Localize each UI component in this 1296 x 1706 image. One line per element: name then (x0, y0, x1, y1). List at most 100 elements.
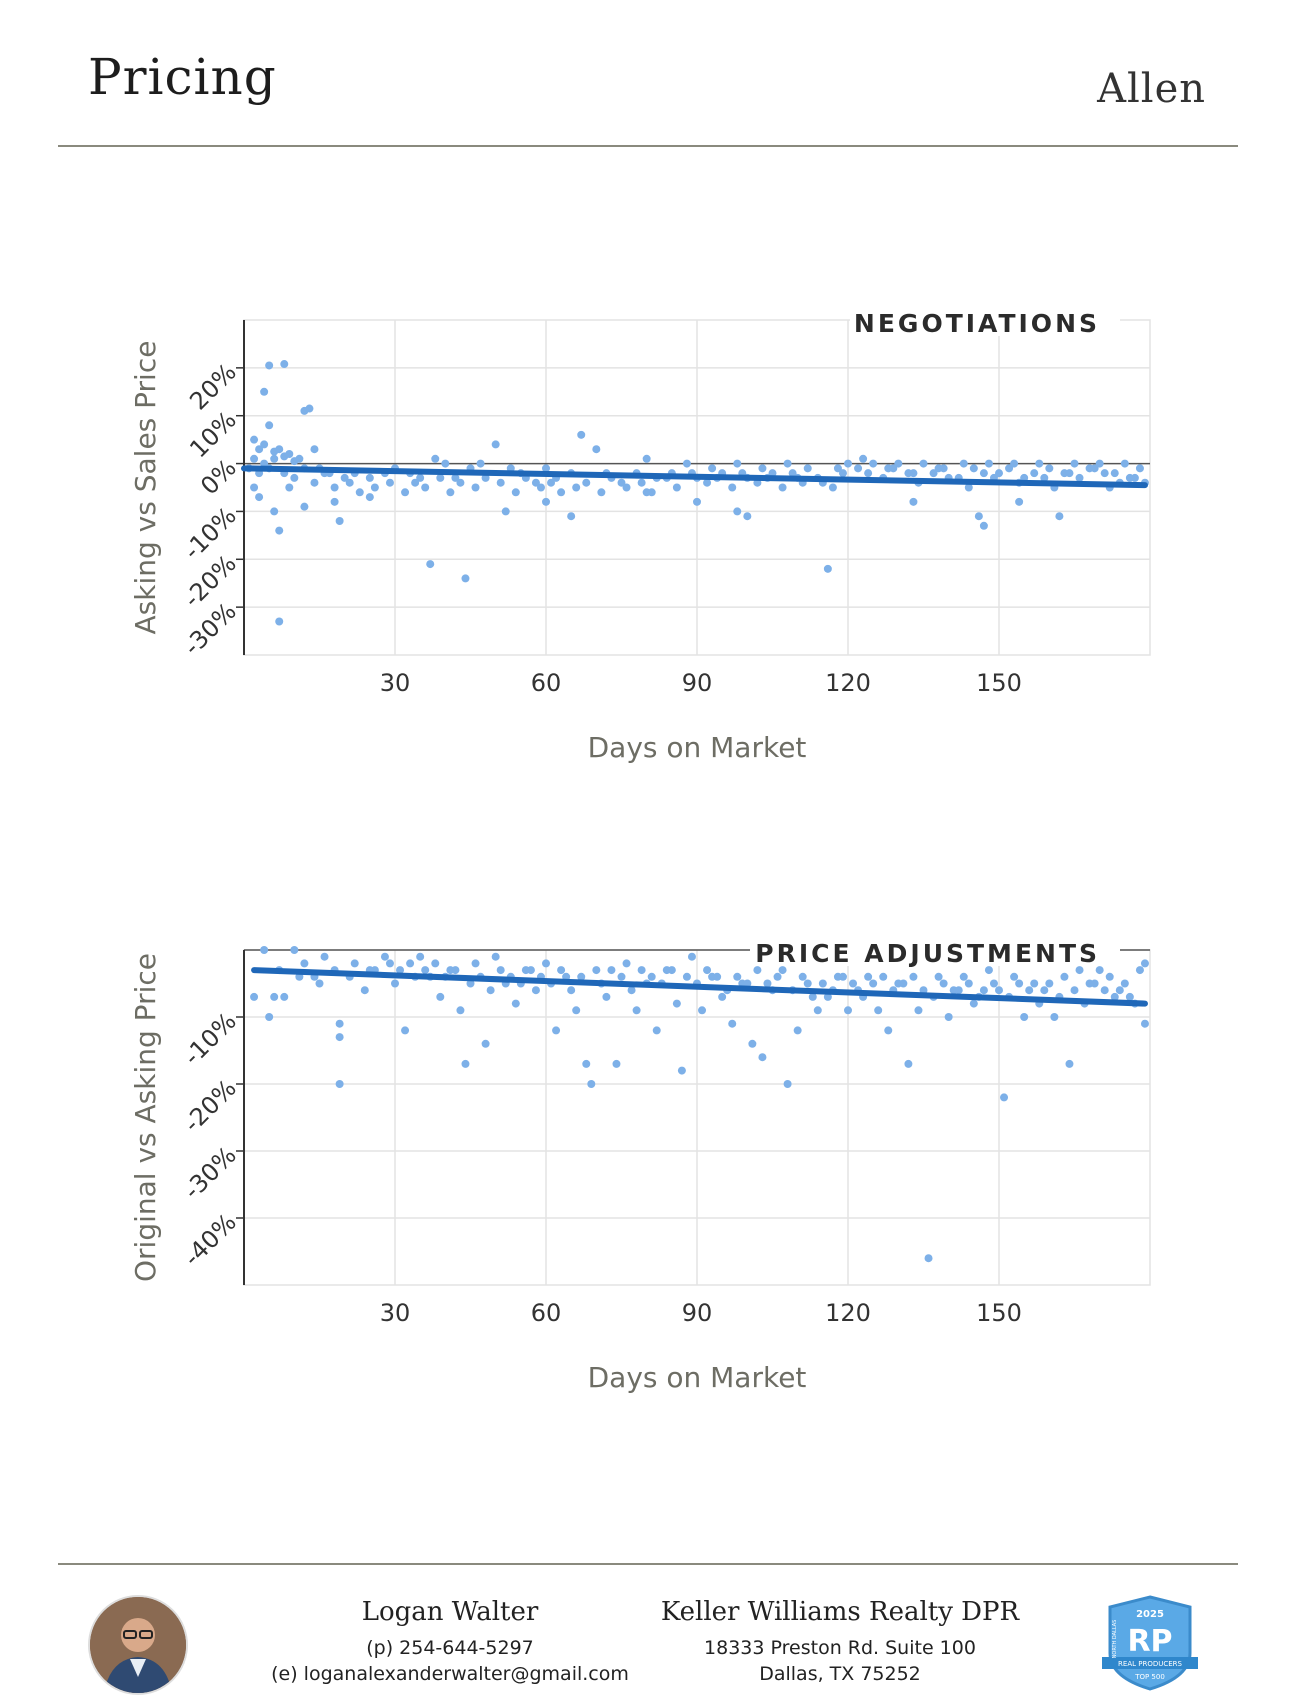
data-point (959, 459, 968, 468)
data-point (1120, 979, 1129, 988)
data-point (647, 972, 656, 981)
y-tick-label: 20% (184, 358, 242, 416)
data-point (542, 497, 550, 506)
data-point (421, 483, 430, 492)
data-point (260, 440, 269, 449)
data-point (265, 1013, 274, 1021)
data-point (587, 1080, 596, 1088)
data-point (265, 421, 274, 430)
data-point (456, 478, 465, 487)
y-axis-label: Asking vs Sales Price (129, 341, 162, 635)
data-point (959, 972, 968, 981)
data-point (295, 454, 304, 463)
data-point (300, 406, 309, 415)
data-point (511, 488, 520, 497)
data-point (1045, 464, 1054, 473)
data-point (743, 979, 752, 988)
data-point (330, 483, 339, 492)
trend-line (241, 465, 1148, 489)
data-point (808, 992, 817, 1001)
data-point (995, 986, 1003, 995)
data-point (859, 454, 868, 463)
data-point (250, 435, 259, 444)
data-point (1140, 959, 1149, 968)
data-point (275, 617, 284, 626)
data-point (1070, 986, 1079, 995)
data-point (1110, 469, 1119, 478)
data-point (365, 493, 374, 502)
data-point (270, 507, 279, 516)
data-point (753, 966, 762, 975)
x-tick-label: 90 (682, 1299, 713, 1327)
data-point (345, 478, 354, 487)
data-point (1135, 464, 1144, 473)
data-point (672, 483, 681, 492)
data-point (1025, 986, 1034, 995)
data-point (979, 521, 988, 530)
data-point (461, 1059, 470, 1068)
data-point (451, 473, 460, 482)
data-point (582, 478, 591, 487)
data-point (637, 966, 646, 975)
price-adjustments-chart: 30 60 90 120 150 -10%-20%-30%-40% PRICE ADJUST… (129, 934, 1151, 1394)
avatar-portrait (90, 1597, 186, 1693)
data-point (416, 473, 425, 482)
data-point (1070, 459, 1079, 468)
data-point (844, 459, 852, 468)
data-point (285, 450, 294, 458)
data-point (703, 966, 712, 975)
data-point (531, 986, 540, 995)
data-point (335, 1019, 344, 1028)
data-point (471, 959, 480, 968)
agent-email[interactable]: (e) loganalexanderwalter@gmail.com (271, 1663, 629, 1685)
data-point (929, 469, 938, 478)
data-point (1040, 473, 1049, 482)
data-point (1000, 1093, 1009, 1102)
y-tick-label: -10% (178, 502, 242, 566)
x-axis-label: Days on Market (588, 731, 807, 764)
data-point (255, 445, 264, 454)
data-point (1090, 979, 1099, 988)
data-point (798, 972, 807, 981)
data-point (511, 999, 520, 1008)
badge-region: NORTH DALLAS (1112, 1620, 1118, 1659)
data-point (894, 459, 903, 468)
data-point (250, 992, 259, 1001)
data-point (542, 959, 550, 968)
data-point (1045, 979, 1054, 988)
data-point (803, 979, 812, 988)
data-point (793, 1026, 802, 1035)
data-point (687, 952, 696, 961)
data-point (939, 979, 948, 988)
data-point (526, 966, 535, 975)
data-point (909, 972, 918, 981)
data-point (476, 459, 485, 468)
data-point (949, 986, 958, 995)
data-point (783, 459, 792, 468)
data-point (642, 454, 651, 463)
data-point (285, 483, 294, 492)
data-point (592, 966, 601, 975)
data-point (849, 979, 858, 988)
data-point (280, 360, 289, 369)
data-point (1015, 497, 1024, 506)
data-point (310, 445, 319, 454)
data-point (939, 464, 948, 473)
data-point (803, 464, 812, 473)
data-point (446, 488, 455, 497)
data-point (1130, 473, 1139, 482)
data-point (1010, 972, 1019, 981)
data-point (869, 979, 878, 988)
data-point (672, 999, 681, 1008)
data-point (1090, 464, 1099, 473)
data-point (718, 992, 727, 1001)
y-tick-label: -30% (178, 597, 242, 661)
data-point (491, 952, 500, 961)
data-point (260, 387, 269, 396)
data-point (1005, 464, 1014, 473)
data-point (1030, 979, 1039, 988)
data-point (557, 488, 566, 497)
data-point (698, 1006, 707, 1015)
x-tick-label: 120 (825, 669, 871, 697)
data-point (531, 478, 540, 487)
